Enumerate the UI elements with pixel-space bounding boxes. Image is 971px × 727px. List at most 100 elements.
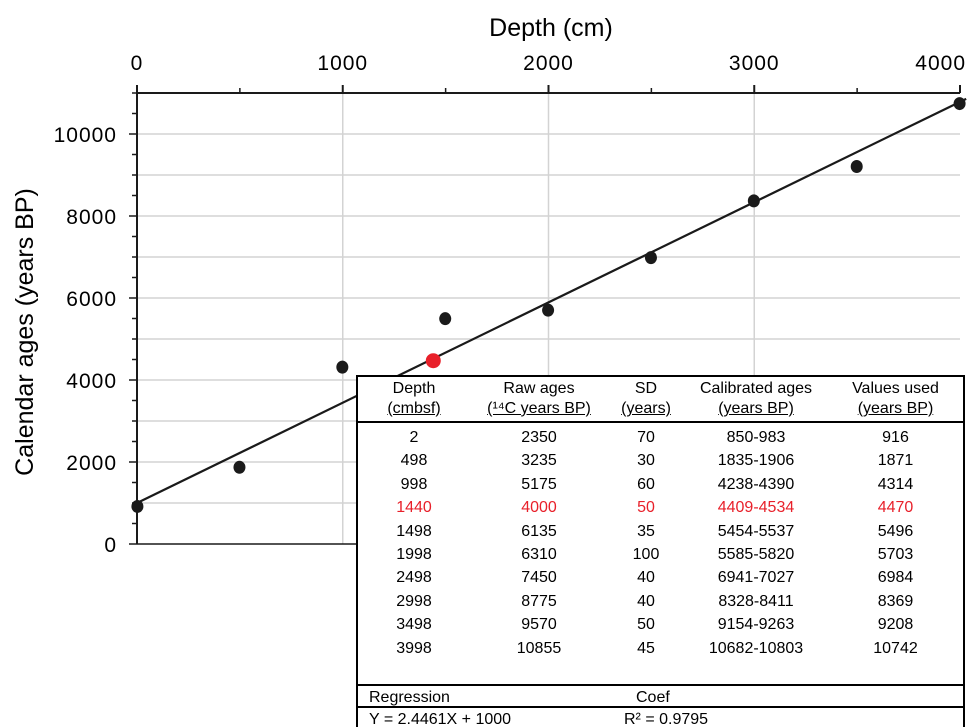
header-raw-ages: Raw ages (¹⁴C years BP) bbox=[470, 377, 608, 421]
cell-sd: 70 bbox=[637, 429, 655, 446]
data-point bbox=[747, 194, 760, 208]
cell-sd: 60 bbox=[637, 475, 655, 493]
x-tick-label: 4000 bbox=[915, 52, 966, 75]
header-values-used: Values used (years BP) bbox=[828, 377, 963, 421]
data-point bbox=[850, 159, 863, 173]
cell-sd: 40 bbox=[637, 569, 655, 587]
cell-sd: 30 bbox=[637, 452, 655, 470]
regression-equation: Y = 2.4461X + 1000 bbox=[369, 711, 512, 727]
header-depth-unit: (cmbsf) bbox=[387, 400, 441, 417]
cell-raw-age: 2350 bbox=[521, 429, 557, 446]
table-row: 2498 7450 40 6941-7027 6984 bbox=[358, 566, 963, 589]
cell-depth: 1440 bbox=[396, 499, 432, 517]
cell-value-used: 8369 bbox=[877, 592, 914, 610]
cell-value-used: 4314 bbox=[877, 475, 914, 493]
header-depth: Depth (cmbsf) bbox=[358, 377, 470, 421]
cell-sd: 45 bbox=[637, 639, 655, 657]
cell-calibrated-age: 4238-4390 bbox=[717, 475, 795, 493]
table-row: 2 2350 70 850-983 916 bbox=[358, 426, 963, 449]
cell-depth: 1998 bbox=[396, 545, 432, 563]
table-row: 3498 9570 50 9154-9263 9208 bbox=[358, 613, 963, 636]
r-squared-value: R² = 0.9795 bbox=[624, 711, 709, 727]
y-tick-label: 10000 bbox=[54, 124, 117, 147]
y-tick-label: 2000 bbox=[66, 452, 117, 475]
regression-row: Y = 2.4461X + 1000 R² = 0.9795 bbox=[358, 708, 963, 727]
header-values-used-title: Values used bbox=[852, 380, 939, 397]
table-row: 498 3235 30 1835-1906 1871 bbox=[358, 449, 963, 472]
cell-sd: 100 bbox=[632, 545, 660, 563]
cell-raw-age: 10855 bbox=[516, 639, 562, 657]
table-row: 1498 6135 35 5454-5537 5496 bbox=[358, 520, 963, 543]
x-tick-label: 3000 bbox=[729, 52, 780, 75]
cell-calibrated-age: 4409-4534 bbox=[717, 499, 795, 517]
cell-value-used: 9208 bbox=[877, 616, 914, 634]
data-point bbox=[336, 360, 349, 374]
cell-raw-age: 3235 bbox=[521, 452, 557, 470]
header-calibrated-ages-unit: (years BP) bbox=[718, 400, 794, 417]
cell-calibrated-age: 8328-8411 bbox=[718, 592, 794, 610]
cell-value-used: 10742 bbox=[873, 639, 918, 657]
header-sd-title: SD bbox=[634, 380, 658, 397]
data-points bbox=[131, 97, 966, 513]
cell-calibrated-age: 1835-1906 bbox=[717, 452, 795, 470]
cell-sd: 50 bbox=[637, 616, 655, 634]
data-point bbox=[131, 499, 144, 513]
regression-label: Regression bbox=[369, 689, 450, 706]
y-tick-label: 6000 bbox=[66, 288, 117, 311]
cell-calibrated-age: 9154-9263 bbox=[717, 616, 795, 634]
table-row: 1440 4000 50 4409-4534 4470 bbox=[358, 496, 963, 519]
data-point bbox=[953, 97, 966, 111]
cell-calibrated-age: 5454-5537 bbox=[717, 522, 795, 540]
y-axis-title: Calendar ages (years BP) bbox=[11, 188, 39, 476]
x-tick-label: 0 bbox=[131, 52, 144, 75]
table-row: 998 5175 60 4238-4390 4314 bbox=[358, 473, 963, 496]
data-table: Depth (cmbsf) Raw ages (¹⁴C years BP) SD… bbox=[356, 375, 965, 727]
cell-depth: 2 bbox=[409, 429, 419, 446]
cell-depth: 998 bbox=[400, 475, 428, 493]
regression-line bbox=[136, 97, 967, 504]
x-axis-title: Depth (cm) bbox=[489, 14, 613, 42]
cell-depth: 498 bbox=[400, 452, 428, 470]
header-calibrated-ages-title: Calibrated ages bbox=[699, 380, 813, 397]
header-sd: SD (years) bbox=[608, 377, 684, 421]
header-calibrated-ages: Calibrated ages (years BP) bbox=[684, 377, 828, 421]
cell-depth: 2998 bbox=[396, 592, 432, 610]
x-tick-label: 1000 bbox=[317, 52, 368, 75]
coef-label: Coef bbox=[636, 689, 670, 706]
y-tick-label: 0 bbox=[104, 534, 117, 557]
tick-labels: 0 1000 2000 3000 4000 0 2000 4000 6000 8000 10000 bbox=[54, 52, 966, 557]
cell-calibrated-age: 10682-10803 bbox=[708, 639, 804, 657]
cell-raw-age: 4000 bbox=[521, 499, 557, 517]
cell-value-used: 1871 bbox=[877, 452, 914, 470]
y-tick-label: 4000 bbox=[66, 370, 117, 393]
header-depth-title: Depth bbox=[392, 380, 436, 397]
cell-calibrated-age: 5585-5820 bbox=[717, 545, 795, 563]
table-row: 1998 6310 100 5585-5820 5703 bbox=[358, 543, 963, 566]
cell-value-used: 5496 bbox=[877, 522, 914, 540]
table-row: 2998 8775 40 8328-8411 8369 bbox=[358, 590, 963, 613]
cell-sd: 35 bbox=[637, 522, 655, 540]
cell-value-used: 4470 bbox=[877, 499, 914, 517]
highlighted-data-point bbox=[425, 353, 441, 369]
table-body: 2 2350 70 850-983 916 498 3235 30 1835-1906 1871 9… bbox=[358, 423, 963, 660]
header-raw-ages-unit: (¹⁴C years BP) bbox=[487, 400, 591, 417]
data-point bbox=[644, 251, 657, 265]
cell-raw-age: 7450 bbox=[521, 569, 557, 587]
cell-sd: 50 bbox=[637, 499, 655, 517]
cell-value-used: 6984 bbox=[877, 569, 914, 587]
data-point bbox=[233, 460, 246, 474]
header-values-used-unit: (years BP) bbox=[857, 400, 934, 417]
table-row: 3998 10855 45 10682-10803 10742 bbox=[358, 637, 963, 660]
header-raw-ages-title: Raw ages bbox=[503, 380, 575, 397]
x-tick-label: 2000 bbox=[523, 52, 574, 75]
cell-depth: 1498 bbox=[396, 522, 432, 540]
cell-calibrated-age: 6941-7027 bbox=[717, 569, 795, 587]
data-point bbox=[439, 312, 452, 326]
cell-raw-age: 5175 bbox=[521, 475, 557, 493]
cell-raw-age: 9570 bbox=[521, 616, 557, 634]
regression-header: Regression Coef bbox=[358, 684, 963, 708]
cell-value-used: 5703 bbox=[877, 545, 914, 563]
data-point bbox=[542, 303, 555, 317]
cell-raw-age: 6310 bbox=[521, 545, 557, 563]
